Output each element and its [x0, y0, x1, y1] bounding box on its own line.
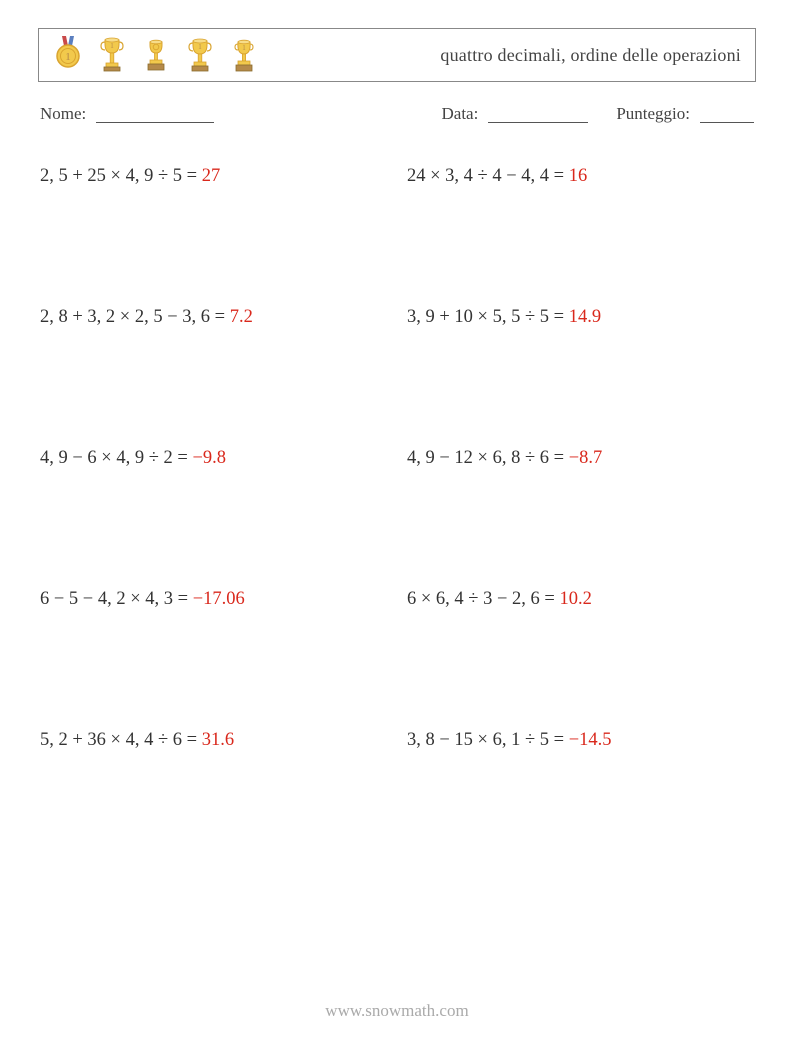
problem-answer: 10.2	[559, 589, 591, 609]
problem-expression: 24 × 3, 4 ÷ 4 − 4, 4 =	[407, 166, 564, 186]
worksheet-title: quattro decimali, ordine delle operazion…	[440, 45, 741, 66]
footer-url: www.snowmath.com	[0, 1001, 794, 1021]
problem: 2, 8 + 3, 2 × 2, 5 − 3, 6 = 7.2	[40, 307, 387, 328]
problem-answer: −8.7	[569, 448, 603, 468]
svg-text:1: 1	[242, 44, 246, 52]
problem: 3, 8 − 15 × 6, 1 ÷ 5 = −14.5	[407, 730, 754, 751]
problem: 3, 9 + 10 × 5, 5 ÷ 5 = 14.9	[407, 307, 754, 328]
trophy-icon: 1	[53, 36, 83, 74]
meta-row: Nome: Data: Punteggio:	[40, 104, 754, 124]
trophy-icon: 1	[229, 36, 259, 74]
problem-answer: −9.8	[192, 448, 226, 468]
problem: 4, 9 − 6 × 4, 9 ÷ 2 = −9.8	[40, 448, 387, 469]
problem-answer: 31.6	[202, 730, 234, 750]
problem-expression: 4, 9 − 6 × 4, 9 ÷ 2 =	[40, 448, 188, 468]
problem-expression: 5, 2 + 36 × 4, 4 ÷ 6 =	[40, 730, 197, 750]
trophy-icon: 1	[185, 36, 215, 74]
problem-expression: 6 − 5 − 4, 2 × 4, 3 =	[40, 589, 188, 609]
problem: 4, 9 − 12 × 6, 8 ÷ 6 = −8.7	[407, 448, 754, 469]
svg-text:1: 1	[110, 42, 114, 50]
problem: 2, 5 + 25 × 4, 9 ÷ 5 = 27	[40, 166, 387, 187]
problem: 5, 2 + 36 × 4, 4 ÷ 6 = 31.6	[40, 730, 387, 751]
problem-expression: 3, 9 + 10 × 5, 5 ÷ 5 =	[407, 307, 564, 327]
problem: 6 − 5 − 4, 2 × 4, 3 = −17.06	[40, 589, 387, 610]
trophy-row: 1 1	[53, 36, 259, 74]
trophy-icon: 1	[97, 36, 127, 74]
trophy-icon	[141, 36, 171, 74]
problem-expression: 6 × 6, 4 ÷ 3 − 2, 6 =	[407, 589, 555, 609]
svg-text:1: 1	[65, 51, 71, 63]
problem-answer: 7.2	[230, 307, 253, 327]
svg-text:1: 1	[198, 43, 202, 51]
problem-expression: 3, 8 − 15 × 6, 1 ÷ 5 =	[407, 730, 564, 750]
problem-expression: 2, 8 + 3, 2 × 2, 5 − 3, 6 =	[40, 307, 225, 327]
problem-expression: 4, 9 − 12 × 6, 8 ÷ 6 =	[407, 448, 564, 468]
problem-answer: 27	[202, 166, 221, 186]
header-box: 1 1	[38, 28, 756, 82]
problem: 6 × 6, 4 ÷ 3 − 2, 6 = 10.2	[407, 589, 754, 610]
problems-grid: 2, 5 + 25 × 4, 9 ÷ 5 = 27 24 × 3, 4 ÷ 4 …	[38, 166, 756, 751]
problem-answer: −17.06	[193, 589, 245, 609]
score-label: Punteggio:	[616, 104, 690, 124]
name-label: Nome:	[40, 104, 86, 124]
problem-answer: 16	[569, 166, 588, 186]
problem: 24 × 3, 4 ÷ 4 − 4, 4 = 16	[407, 166, 754, 187]
problem-answer: 14.9	[569, 307, 601, 327]
problem-expression: 2, 5 + 25 × 4, 9 ÷ 5 =	[40, 166, 197, 186]
date-label: Data:	[442, 104, 479, 124]
score-blank	[700, 104, 754, 123]
problem-answer: −14.5	[569, 730, 612, 750]
name-blank	[96, 104, 214, 123]
date-blank	[488, 104, 588, 123]
